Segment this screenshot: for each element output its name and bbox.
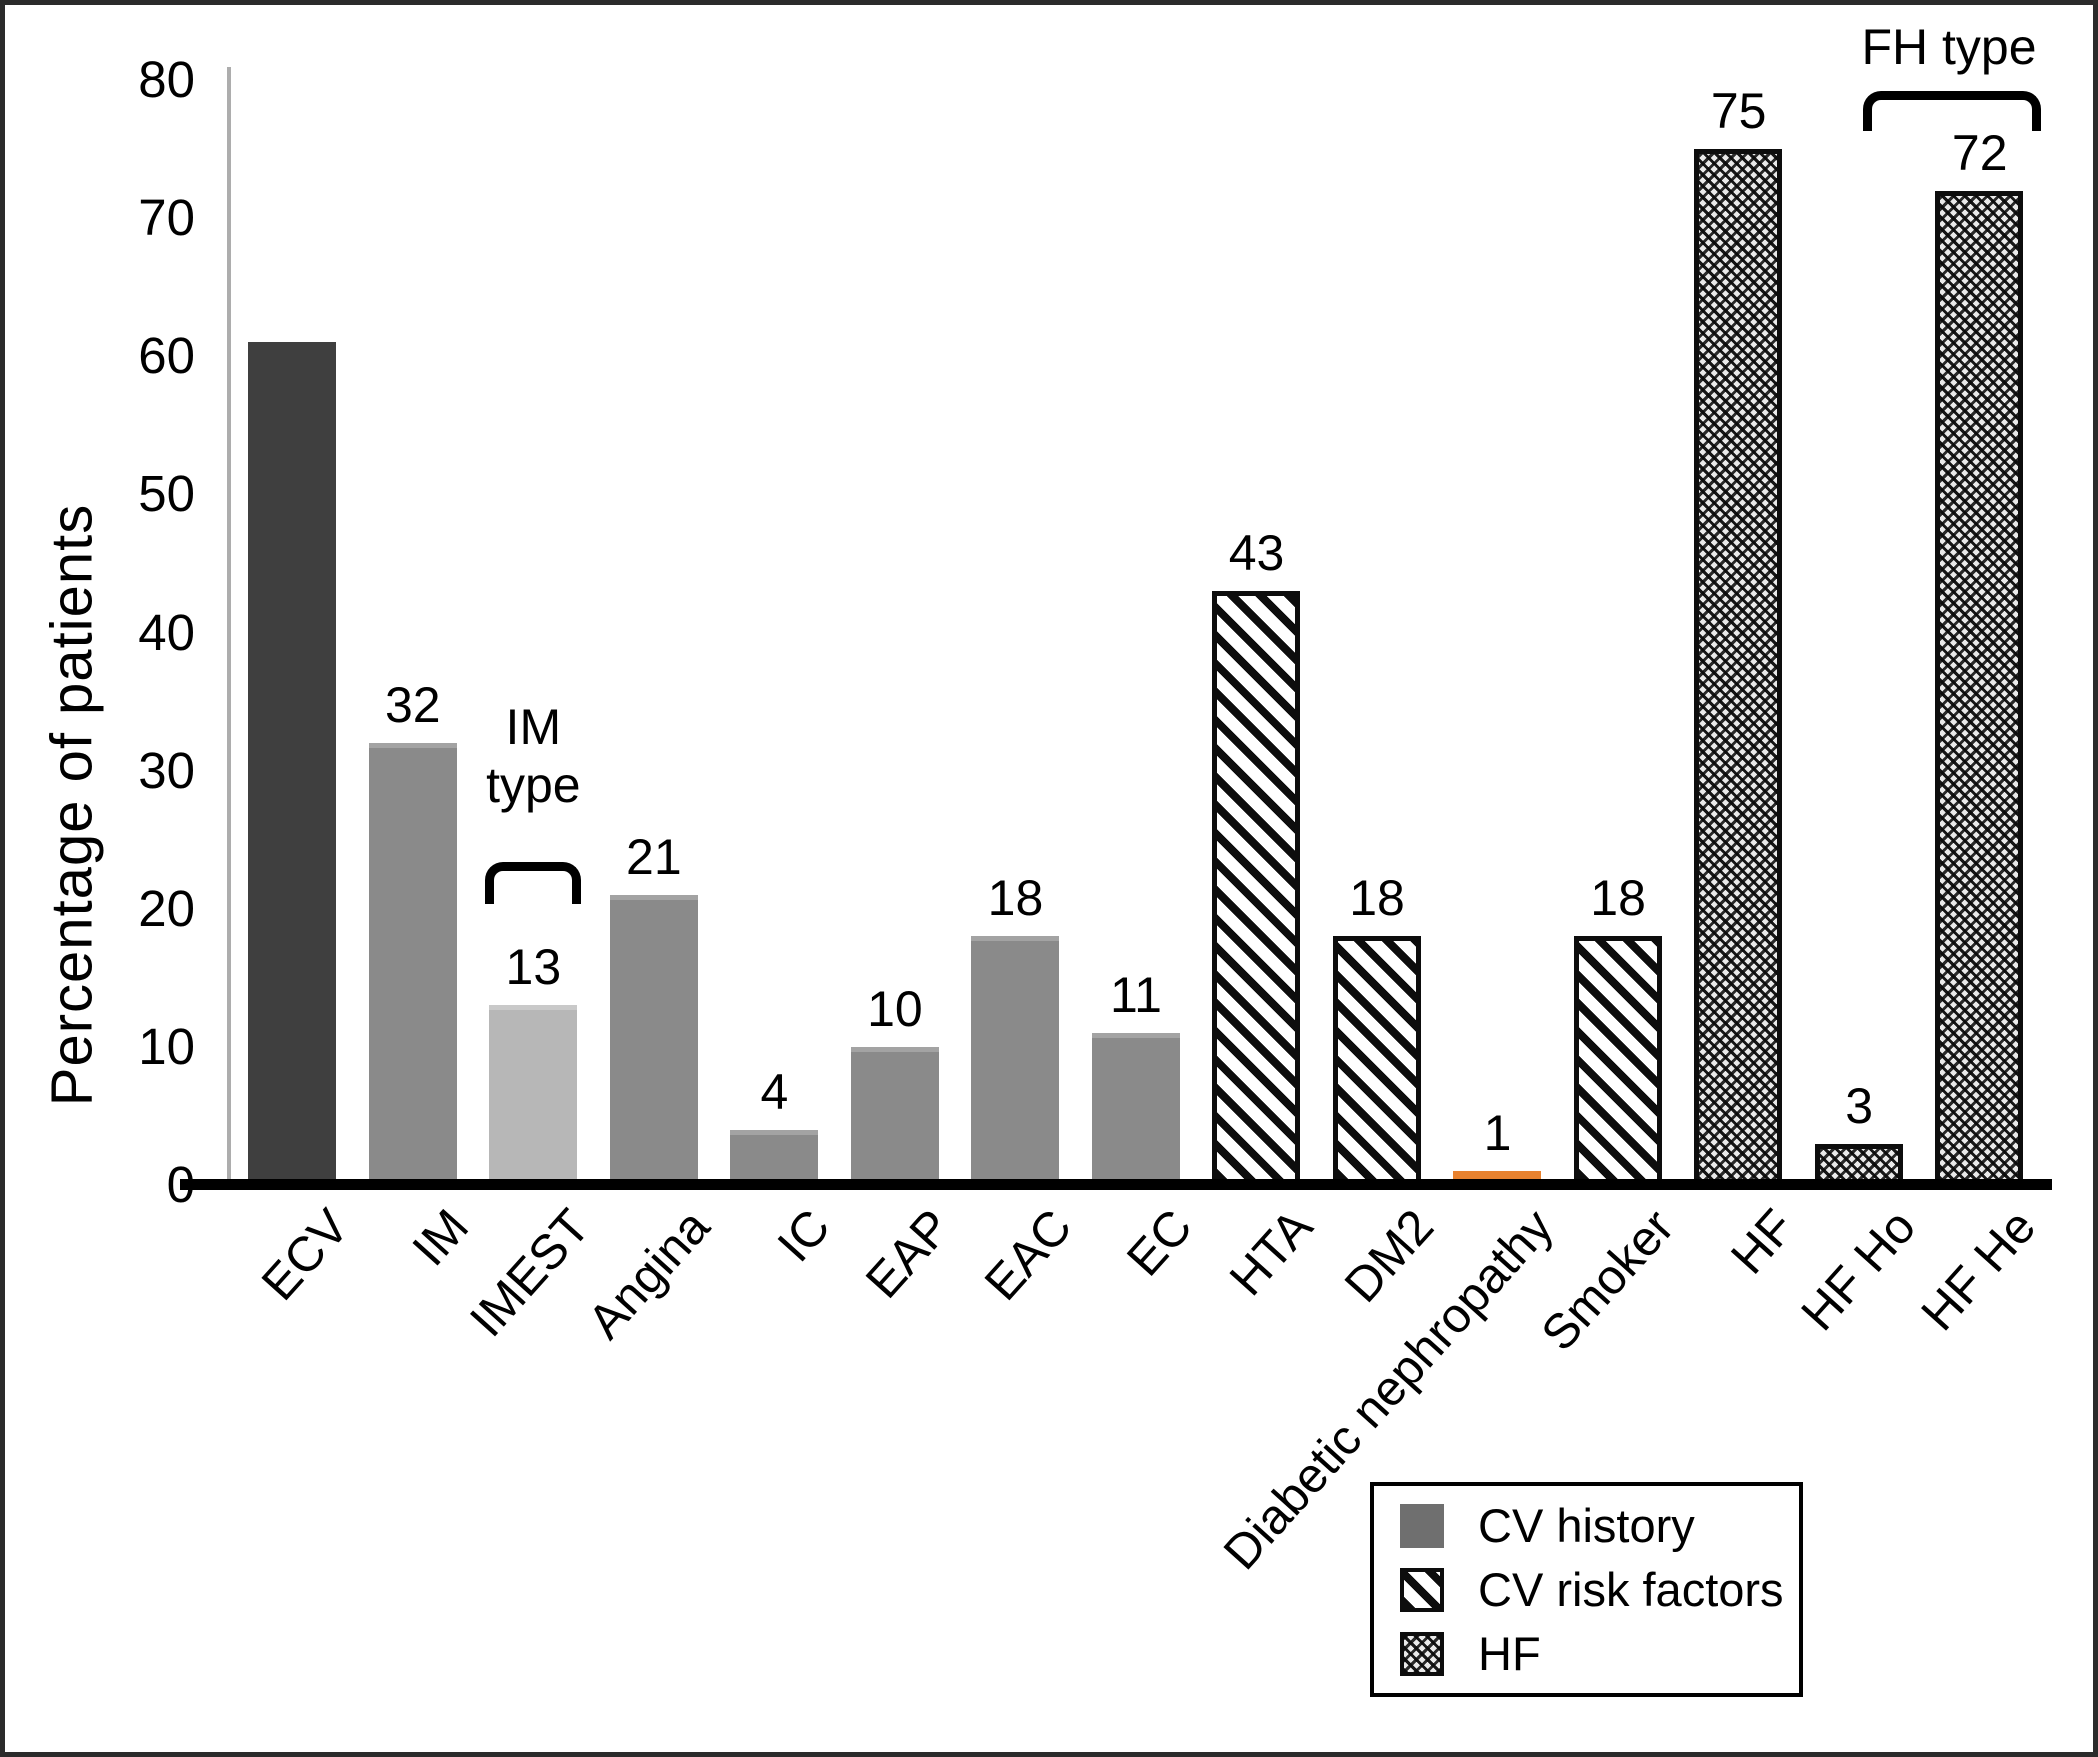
bar-smoker — [1573, 936, 1662, 1185]
fh-type-bracket-icon — [1863, 91, 2041, 131]
x-tick-label-hf: HF — [1721, 1199, 1806, 1285]
bar-hf-he — [1935, 190, 2024, 1185]
y-tick-label-0: 0 — [5, 1159, 195, 1211]
y-tick-label-10: 10 — [138, 1017, 195, 1075]
bar-slot-eac: 18 EAC — [955, 70, 1082, 1311]
x-axis-baseline — [180, 1179, 2052, 1190]
bar-ec — [1091, 1033, 1180, 1185]
legend-swatch-checkered-icon — [1400, 1631, 1444, 1676]
y-axis-title-text: Percentage of patients — [39, 503, 105, 1107]
x-tick-label-hf-ho: HF Ho — [1790, 1199, 1926, 1342]
bar-value-label-hf-he: 72 — [1951, 124, 2008, 181]
bar-slot-imest: 13 IMEST — [460, 70, 600, 1347]
bar-hta — [1212, 591, 1301, 1185]
y-tick-label-50: 50 — [138, 465, 195, 523]
bar-value-label-smoker: 18 — [1590, 870, 1646, 927]
x-tick-label-hf-he: HF He — [1911, 1199, 2047, 1342]
x-tick-label-dm2: DM2 — [1334, 1199, 1444, 1313]
annotation-im-type-label: IM type — [423, 698, 643, 814]
bar-slot-smoker: 18 Smoker — [1532, 70, 1685, 1361]
bar-angina — [609, 894, 698, 1185]
bar-value-label-im: 32 — [384, 677, 441, 733]
bar-slot-im: 32 IM — [353, 70, 479, 1276]
bar-value-label-ec: 11 — [1110, 967, 1162, 1024]
bar-slot-dm2: 18 DM2 — [1317, 70, 1444, 1313]
annotation-fh-type-line: FH type — [1861, 19, 2037, 75]
bar-value-label-eap: 10 — [867, 980, 923, 1037]
legend-label: CV history — [1478, 1499, 1695, 1552]
x-tick-label-eap: EAP — [855, 1199, 962, 1309]
annotation-fh-type-label: FH type — [1749, 18, 2093, 76]
bar-slot-ic: 4 IC — [714, 70, 841, 1272]
bar-ecv — [248, 342, 336, 1185]
bar-slot-ecv: ECV — [232, 70, 359, 1311]
bar-slot-angina: 21 Angina — [578, 70, 720, 1349]
y-axis-line — [227, 67, 231, 1185]
legend-swatch-diagonal-hatch-icon — [1400, 1567, 1444, 1612]
x-tick-label-eac: EAC — [974, 1199, 1083, 1311]
im-type-bracket-icon — [485, 862, 582, 904]
legend-box: CV history CV risk factors HF — [1370, 1482, 1803, 1697]
bar-slot-hta: 43 HTA — [1196, 70, 1323, 1306]
bar-eac — [971, 936, 1060, 1185]
legend-item-cv-risk-factors: CV risk factors — [1400, 1563, 1799, 1616]
bar-value-label-eac: 18 — [987, 870, 1044, 927]
bar-value-label-angina: 21 — [626, 828, 682, 885]
bar-value-label-dm2: 18 — [1349, 870, 1405, 927]
bar-value-label-hta: 43 — [1228, 525, 1285, 582]
bar-slot-hf-he: 72 HF He — [1911, 70, 2046, 1342]
legend-item-cv-history: CV history — [1400, 1499, 1799, 1552]
bar-hf — [1694, 149, 1783, 1185]
x-tick-label-im: IM — [402, 1199, 480, 1277]
x-tick-label-smoker: Smoker — [1531, 1199, 1685, 1362]
bar-slot-hf-ho: 3 HF Ho — [1791, 70, 1926, 1341]
bar-value-label-diabetic-nephropathy: 1 — [1483, 1105, 1512, 1162]
x-tick-label-ecv: ECV — [251, 1199, 359, 1311]
bar-imest — [489, 1005, 578, 1185]
bar-slot-ec: 11 EC — [1076, 70, 1203, 1286]
y-tick-label-30: 30 — [138, 741, 195, 799]
annotation-im-type-line: IM — [505, 699, 562, 755]
x-tick-label-ic: IC — [768, 1199, 842, 1273]
y-tick-label-70: 70 — [138, 189, 195, 247]
y-tick-label-40: 40 — [138, 603, 195, 661]
legend-item-hf: HF — [1400, 1627, 1799, 1680]
x-tick-label-hta: HTA — [1219, 1199, 1324, 1306]
bar-im — [368, 743, 457, 1185]
annotation-im-type-line: type — [486, 757, 581, 813]
legend-swatch-solid-gray-icon — [1400, 1503, 1444, 1548]
bar-value-label-ic: 4 — [760, 1063, 789, 1120]
bar-ic — [730, 1129, 819, 1185]
x-tick-label-ec: EC — [1116, 1199, 1203, 1287]
bar-slot-diabetic-nephropathy: 1 Diabetic nephropathy — [1214, 70, 1564, 1580]
plot-area: ECV 32 IM 13 IMEST 21 Angina 4 IC 10 EAP 18 EAC 11 EC 4… — [232, 70, 2046, 1580]
legend-label: HF — [1478, 1627, 1541, 1680]
bar-hf-ho — [1814, 1143, 1903, 1185]
bar-slot-eap: 10 EAP — [835, 70, 962, 1309]
x-tick-label-imest: IMEST — [459, 1199, 600, 1348]
y-tick-label-60: 60 — [138, 327, 195, 385]
bar-eap — [850, 1046, 939, 1185]
bar-value-label-hf: 75 — [1710, 83, 1767, 140]
bar-value-label-hf-ho: 3 — [1845, 1077, 1874, 1134]
x-tick-label-angina: Angina — [578, 1199, 721, 1350]
y-tick-label-80: 80 — [138, 51, 195, 108]
bar-slot-hf: 75 HF — [1678, 70, 1805, 1284]
legend-label: CV risk factors — [1478, 1563, 1784, 1616]
y-tick-label-20: 20 — [138, 879, 195, 937]
bar-value-label-imest: 13 — [505, 939, 562, 996]
